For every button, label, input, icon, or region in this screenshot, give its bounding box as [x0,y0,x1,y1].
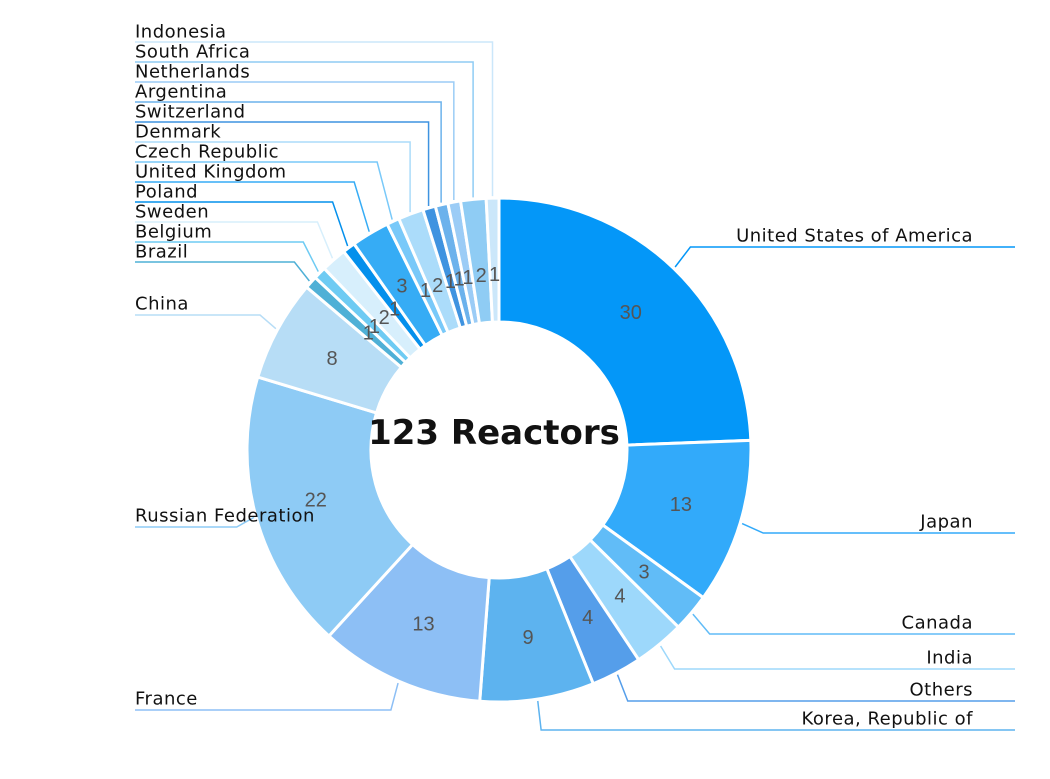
leader-line-korea-republic-of [537,700,1015,731]
slice-united-states-of-america[interactable] [497,196,753,447]
category-label-czech-republic: Czech Republic [135,142,279,163]
category-label-canada: Canada [902,613,974,634]
category-label-belgium: Belgium [135,222,212,243]
value-label-czech-republic: 1 [420,280,431,302]
value-label-netherlands: 1 [462,267,473,289]
value-label-others: 4 [582,607,593,629]
leader-line-poland [135,201,349,247]
category-label-netherlands: Netherlands [135,62,250,83]
leader-line-united-states-of-america [674,246,1015,268]
category-label-sweden: Sweden [135,202,209,223]
value-label-brazil: 1 [363,323,374,345]
category-label-others: Others [910,680,974,701]
slice-indonesia[interactable] [484,196,501,324]
category-label-russian-federation: Russian Federation [135,506,315,527]
category-labels-group: United States of America Japan Canada India… [135,22,973,730]
value-label-france: 13 [412,613,434,635]
value-label-belgium: 1 [369,316,380,338]
value-label-denmark: 2 [432,275,443,297]
category-label-brazil: Brazil [135,242,188,263]
value-label-indonesia: 1 [489,264,500,286]
leader-line-belgium [135,241,319,272]
leader-line-netherlands [135,81,455,201]
category-label-denmark: Denmark [135,122,221,143]
value-label-switzerland: 1 [445,271,456,293]
value-label-united-states-of-america: 30 [620,302,642,324]
leader-line-china [135,314,277,330]
category-label-switzerland: Switzerland [135,102,246,123]
leader-line-others [616,674,1015,702]
value-label-united-kingdom: 3 [396,276,407,298]
leader-line-argentina [135,101,442,203]
leader-line-united-kingdom [135,181,370,232]
center-total-label: 123 Reactors [368,413,620,453]
category-label-japan: Japan [919,512,973,533]
value-label-sweden: 2 [379,307,390,329]
category-label-india: India [926,648,973,669]
leader-line-switzerland [135,121,430,206]
value-label-argentina: 1 [454,269,465,291]
category-label-poland: Poland [135,182,198,203]
leader-line-brazil [135,261,310,282]
category-label-korea-republic-of: Korea, Republic of [802,709,974,730]
value-label-poland: 1 [389,298,400,320]
value-label-russian-federation: 22 [305,489,327,511]
category-label-south-africa: South Africa [135,42,250,63]
leader-line-sweden [135,221,334,259]
category-label-united-kingdom: United Kingdom [135,162,286,183]
value-label-canada: 3 [638,562,649,584]
leader-line-russian-federation [135,516,255,528]
category-label-france: France [135,689,198,710]
leader-line-india [659,645,1015,670]
leader-line-france [135,682,399,711]
leader-line-south-africa [135,61,474,198]
value-label-china: 8 [327,348,338,370]
leader-line-denmark [135,141,411,213]
category-label-united-states-of-america: United States of America [736,226,973,247]
leader-line-indonesia [135,41,494,197]
leader-line-czech-republic [135,161,393,220]
category-label-indonesia: Indonesia [135,22,227,43]
slice-russian-federation[interactable] [245,375,415,639]
leader-line-japan [741,522,1015,534]
value-label-korea-republic-of: 9 [522,627,533,649]
slices-group [245,196,753,704]
value-label-japan: 13 [670,494,692,516]
category-label-argentina: Argentina [135,82,227,103]
value-label-south-africa: 2 [476,265,487,287]
value-label-india: 4 [614,586,625,608]
leader-line-canada [692,613,1015,635]
category-label-china: China [135,294,189,315]
leader-lines-group [135,41,1015,731]
